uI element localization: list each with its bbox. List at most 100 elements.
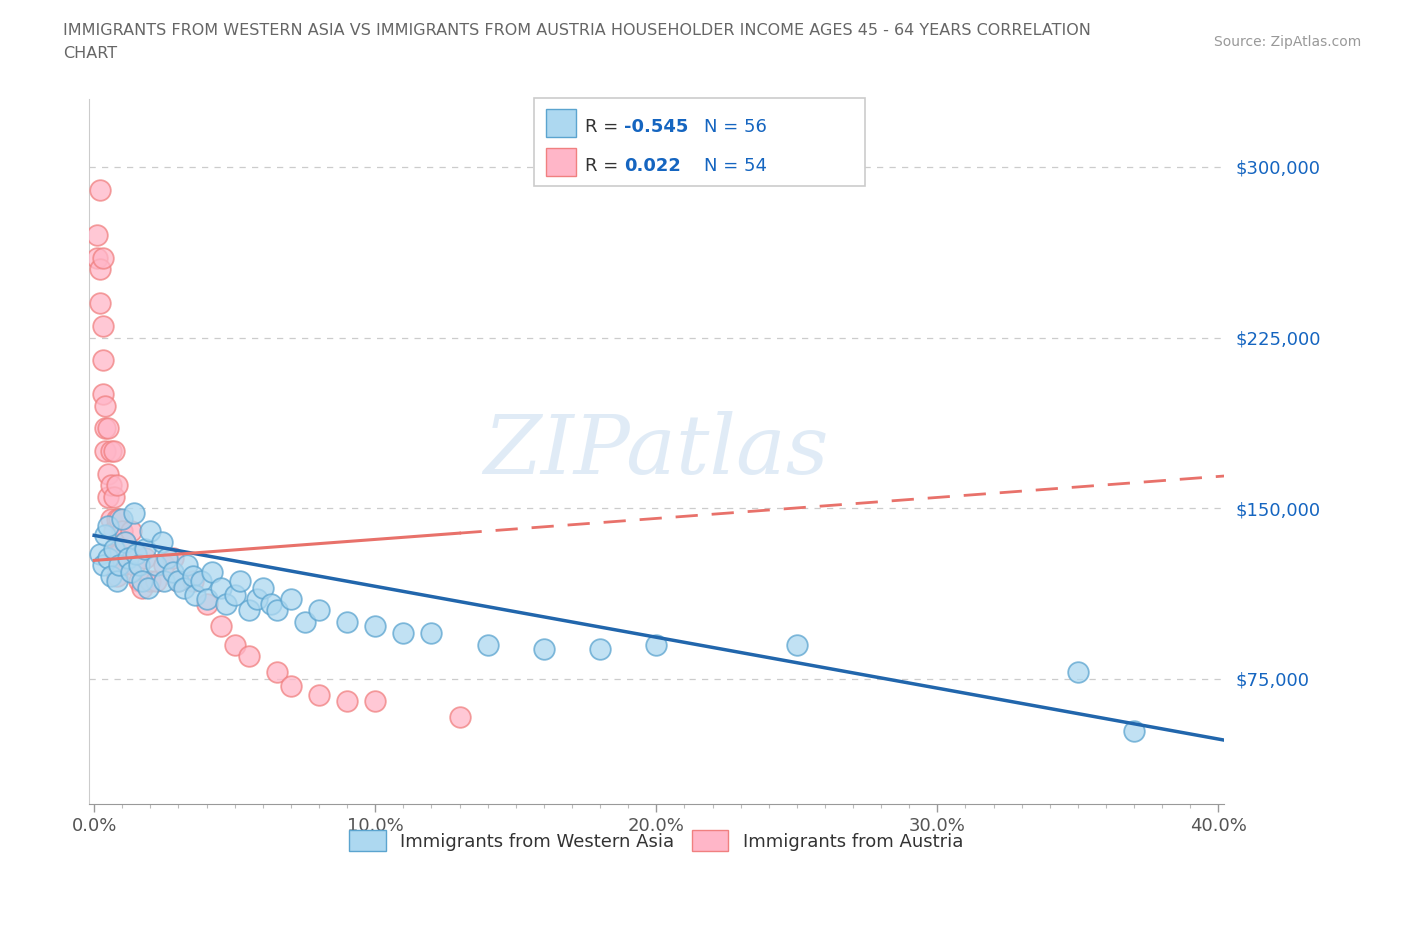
Point [108, 546, 131, 561]
Point [134, 541, 156, 556]
Point [105, 574, 128, 589]
Point [122, 557, 145, 572]
Point [308, 603, 330, 618]
Point [103, 546, 125, 561]
Point [91, 250, 114, 265]
Point [120, 524, 142, 538]
Point [294, 615, 316, 630]
Point [111, 557, 134, 572]
Point [215, 596, 238, 611]
Text: IMMIGRANTS FROM WESTERN ASIA VS IMMIGRANTS FROM AUSTRIA HOUSEHOLDER INCOME AGES : IMMIGRANTS FROM WESTERN ASIA VS IMMIGRAN… [63, 23, 1091, 38]
Legend: Immigrants from Western Asia, Immigrants from Austria: Immigrants from Western Asia, Immigrants… [342, 823, 970, 858]
Point [111, 524, 134, 538]
Point [86, 250, 108, 265]
Point [136, 580, 159, 595]
Point [120, 565, 142, 579]
Point [786, 637, 808, 652]
Point [131, 580, 153, 595]
Point [266, 603, 288, 618]
Point [105, 546, 128, 561]
Point [1123, 724, 1146, 738]
Point [103, 489, 125, 504]
Point [252, 580, 274, 595]
Point [125, 546, 148, 561]
Point [280, 678, 302, 693]
Text: R =: R = [585, 118, 619, 136]
Point [224, 637, 246, 652]
Point [176, 557, 198, 572]
Point [336, 694, 359, 709]
Point [167, 574, 190, 589]
Point [100, 444, 122, 458]
Point [97, 467, 120, 482]
Point [209, 619, 232, 634]
Text: -0.545: -0.545 [624, 118, 689, 136]
Point [122, 505, 145, 520]
Point [181, 574, 204, 589]
Point [97, 551, 120, 565]
Point [94, 528, 117, 543]
Point [392, 626, 415, 641]
Point [195, 596, 218, 611]
Point [108, 557, 131, 572]
Point [238, 603, 260, 618]
Text: CHART: CHART [63, 46, 117, 61]
Point [477, 637, 499, 652]
Point [91, 557, 114, 572]
Point [246, 591, 269, 606]
Point [533, 642, 555, 657]
Point [128, 557, 150, 572]
Point [167, 574, 190, 589]
Point [94, 421, 117, 436]
Point [103, 524, 125, 538]
Point [89, 262, 111, 277]
Text: N = 56: N = 56 [704, 118, 768, 136]
Text: 0.022: 0.022 [624, 157, 681, 175]
Point [153, 574, 176, 589]
Point [589, 642, 612, 657]
Point [364, 619, 387, 634]
Point [89, 296, 111, 311]
Point [209, 580, 232, 595]
Point [94, 444, 117, 458]
Point [645, 637, 668, 652]
Point [105, 569, 128, 584]
Point [145, 574, 167, 589]
Text: Source: ZipAtlas.com: Source: ZipAtlas.com [1213, 35, 1361, 49]
Point [125, 546, 148, 561]
Point [150, 535, 173, 550]
Point [94, 398, 117, 413]
Point [117, 551, 139, 565]
Point [91, 319, 114, 334]
Point [201, 565, 224, 579]
Point [111, 512, 134, 527]
Point [100, 478, 122, 493]
Point [190, 574, 212, 589]
Point [420, 626, 443, 641]
Text: N = 54: N = 54 [704, 157, 768, 175]
Point [97, 519, 120, 534]
Point [100, 569, 122, 584]
Point [336, 615, 359, 630]
Point [97, 421, 120, 436]
Point [195, 591, 218, 606]
Point [260, 596, 283, 611]
Point [128, 574, 150, 589]
Point [280, 591, 302, 606]
Point [184, 587, 207, 602]
Point [117, 551, 139, 565]
Point [139, 574, 162, 589]
Point [162, 551, 184, 565]
Point [103, 541, 125, 556]
Point [229, 574, 252, 589]
Point [100, 512, 122, 527]
Point [364, 694, 387, 709]
Point [131, 574, 153, 589]
Point [308, 687, 330, 702]
Point [103, 444, 125, 458]
Point [181, 569, 204, 584]
Point [91, 387, 114, 402]
Point [86, 228, 108, 243]
Point [105, 478, 128, 493]
Point [449, 710, 471, 724]
